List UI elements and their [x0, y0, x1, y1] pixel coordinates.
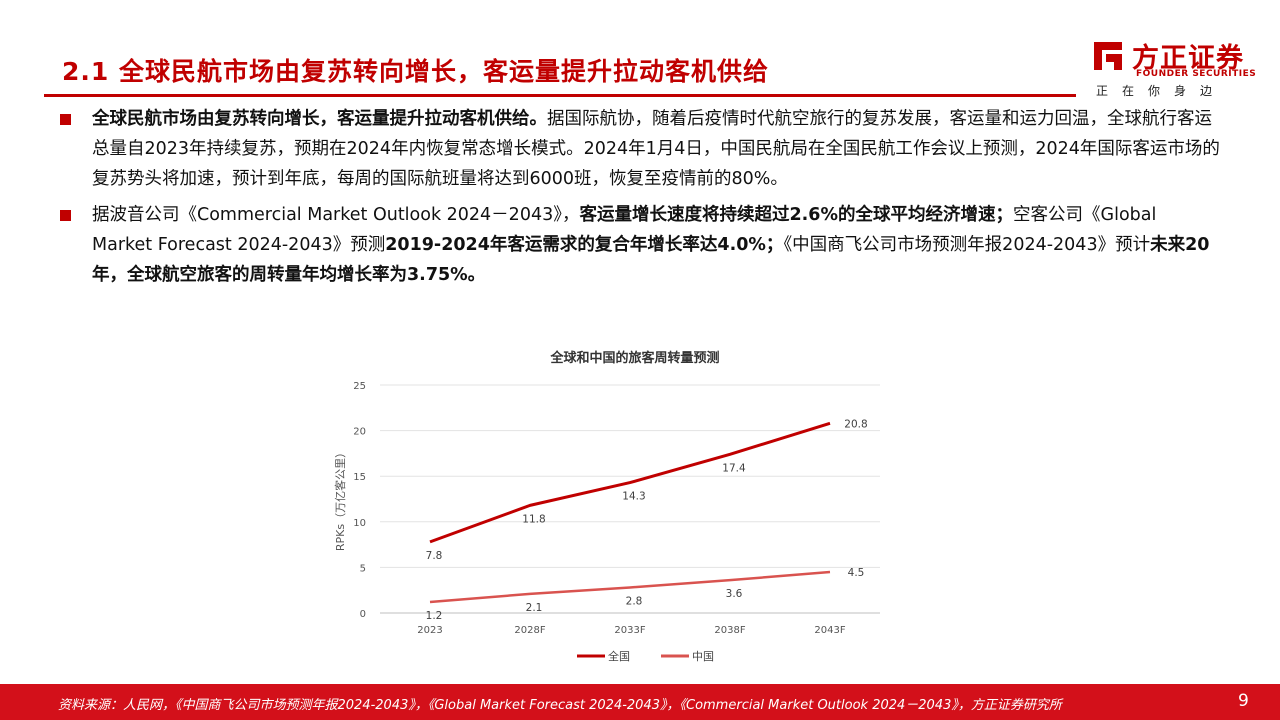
source-note: 资料来源：人民网，《中国商飞公司市场预测年报2024-2043》，《Global… — [58, 698, 1062, 713]
footer-bar: 资料来源：人民网，《中国商飞公司市场预测年报2024-2043》，《Global… — [0, 684, 1280, 720]
line-chart-svg: 全球和中国的旅客周转量预测 RPKs（万亿客公里） 0 5 10 15 20 25 202… — [333, 350, 880, 663]
bullet-2-part-1: 据波音公司《Commercial Market Outlook 2024－204… — [92, 205, 580, 225]
y-tick-label: 10 — [353, 518, 366, 529]
chart-series-lines — [429, 421, 831, 604]
bullet-item-2: 据波音公司《Commercial Market Outlook 2024－204… — [60, 200, 1220, 290]
data-label: 1.2 — [426, 610, 443, 622]
x-tick-label: 2028F — [514, 625, 545, 636]
data-label: 2.1 — [526, 602, 543, 614]
bullet-2-bold-1: 客运量增长速度将持续超过2.6%的全球平均经济增速； — [579, 205, 1014, 225]
x-tick-label: 2023 — [417, 625, 442, 636]
chart-legend: 全国 中国 — [577, 649, 714, 663]
data-label: 3.6 — [726, 588, 743, 600]
x-tick-label: 2038F — [714, 625, 745, 636]
chart-grid — [380, 384, 880, 614]
y-tick-label: 20 — [353, 427, 366, 438]
x-tick-label: 2033F — [614, 625, 645, 636]
founder-logo-icon — [1094, 42, 1122, 70]
data-label: 20.8 — [844, 418, 867, 430]
bullet-2-bold-2: 2019-2024年客运需求的复合年增长率达4.0%； — [385, 235, 784, 255]
bullet-1-lead: 全球民航市场由复苏转向增长，客运量提升拉动客机供给。 — [92, 109, 547, 129]
legend-label: 中国 — [692, 650, 714, 663]
data-label: 17.4 — [722, 462, 746, 474]
series-line-1 — [429, 421, 831, 544]
y-tick-labels: 0 5 10 15 20 25 — [353, 381, 366, 620]
bullet-item-1: 全球民航市场由复苏转向增长，客运量提升拉动客机供给。据国际航协，随着后疫情时代航… — [60, 104, 1220, 194]
data-label: 7.8 — [426, 550, 443, 562]
chart-data-labels: 7.8 11.8 14.3 17.4 20.8 1.2 2.1 2.8 3.6 4.5 — [426, 418, 868, 622]
page-number: 9 — [1238, 691, 1249, 711]
y-tick-label: 5 — [360, 563, 366, 574]
data-label: 11.8 — [522, 513, 545, 525]
series-line-2 — [429, 570, 831, 604]
title-divider — [44, 94, 1076, 97]
data-label: 2.8 — [626, 595, 643, 607]
bullet-1-body: 据国际航协，随着后疫情时代航空旅行的复苏发展，客运量和运力回温，全球航行客运总量… — [92, 109, 1220, 189]
y-tick-label: 15 — [353, 472, 366, 483]
bullet-2-part-2: 空客公司《Global Market Forecast 2024-2043》预测 — [92, 205, 1157, 255]
company-logo: 方正证券 FOUNDER SECURITIES 正在你身边 — [1088, 36, 1256, 100]
logo-name-cn: 方正证券 — [1132, 43, 1244, 74]
y-tick-label: 25 — [353, 381, 366, 392]
bullet-list: 全球民航市场由复苏转向增长，客运量提升拉动客机供给。据国际航协，随着后疫情时代航… — [60, 104, 1220, 296]
logo-name-en: FOUNDER SECURITIES — [1136, 69, 1257, 79]
y-tick-label: 0 — [360, 609, 366, 620]
data-label: 14.3 — [622, 491, 645, 503]
bullet-2-part-3: 《中国商飞公司市场预测年报2024-2043》预计 — [783, 235, 1151, 255]
page-title: 2.1 全球民航市场由复苏转向增长，客运量提升拉动客机供给 — [62, 57, 769, 86]
logo-slogan: 正在你身边 — [1096, 84, 1227, 98]
bullet-2-bold-3: 未来20年，全球航空旅客的周转量年均增长率为3.75%。 — [92, 235, 1210, 285]
rpk-forecast-chart: 全球和中国的旅客周转量预测 RPKs（万亿客公里） 0 5 10 15 20 25 202… — [330, 340, 940, 670]
x-tick-labels: 2023 2028F 2033F 2038F 2043F — [417, 625, 846, 636]
bullet-square-icon — [60, 210, 71, 221]
chart-title: 全球和中国的旅客周转量预测 — [549, 350, 719, 366]
bullet-square-icon — [60, 114, 71, 125]
x-tick-label: 2043F — [814, 625, 845, 636]
legend-label: 全国 — [608, 649, 630, 663]
y-axis-label: RPKs（万亿客公里） — [333, 447, 347, 551]
data-label: 4.5 — [848, 567, 865, 579]
